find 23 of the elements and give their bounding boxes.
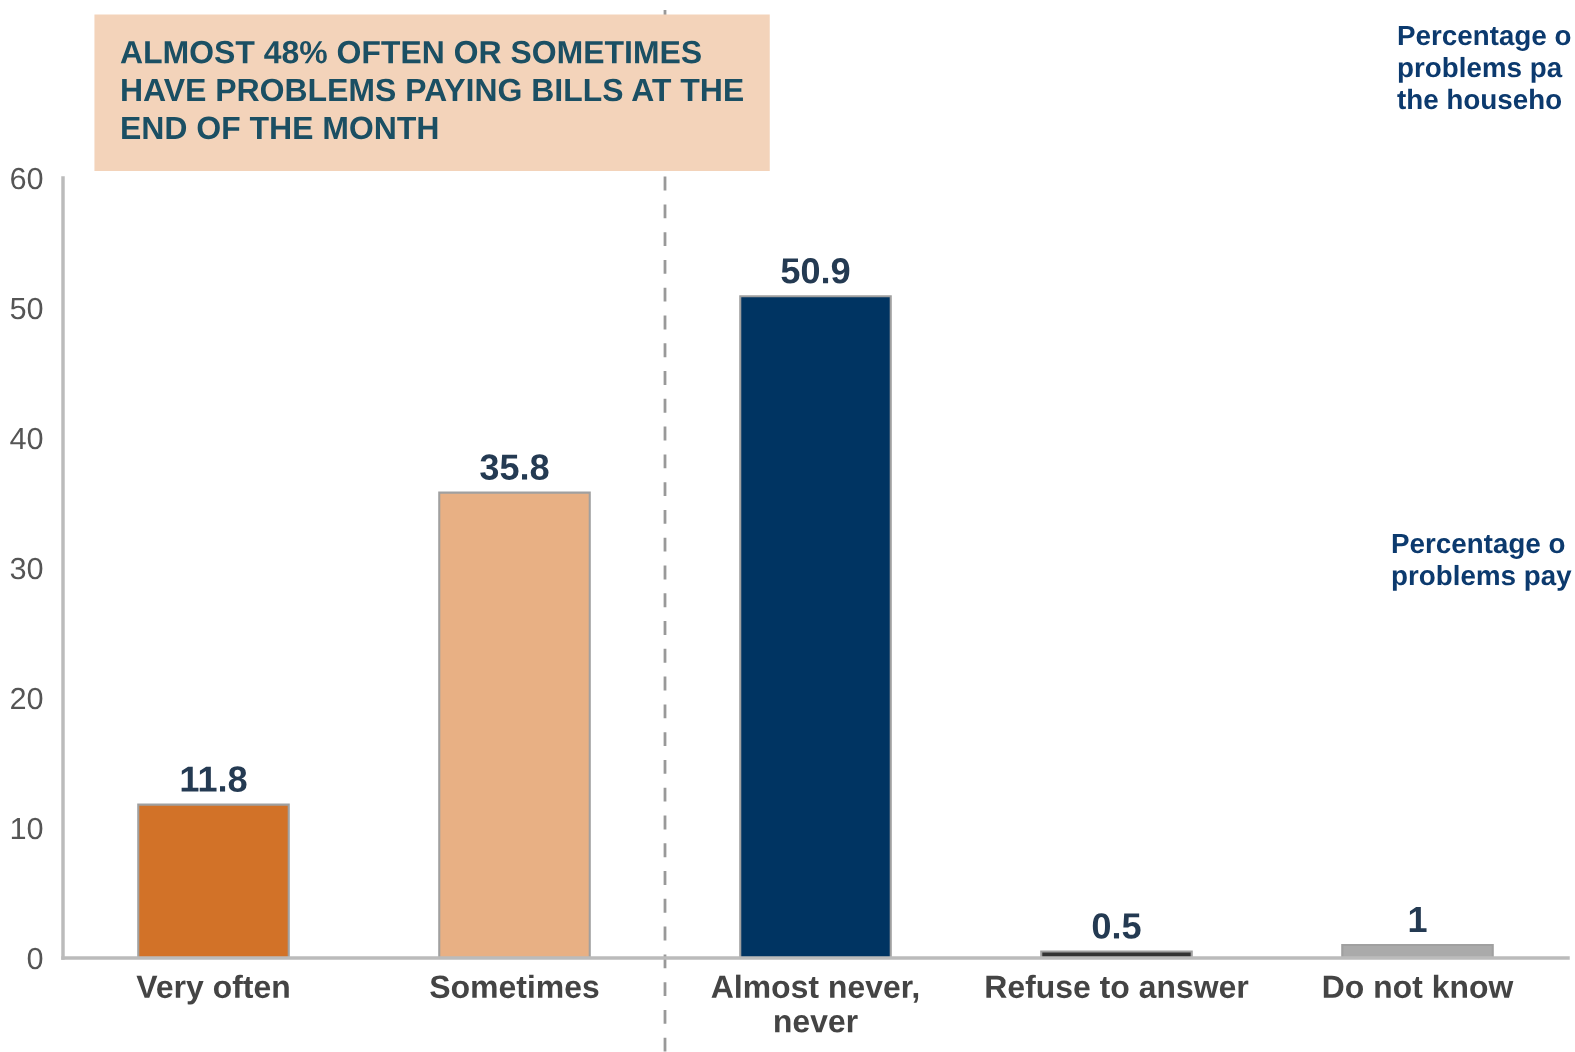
y-tick-label: 30 xyxy=(10,557,43,580)
x-tick-label: Do not know xyxy=(1323,974,1514,999)
y-tick-label: 40 xyxy=(10,427,43,450)
data-label: 1 xyxy=(1409,907,1427,932)
text: Percentage o problems pa the househo xyxy=(1397,25,1571,110)
x-tick-label: Sometimes xyxy=(430,974,599,999)
bar xyxy=(137,803,290,958)
data-label: 35.8 xyxy=(480,454,549,480)
y-tick-label: 50 xyxy=(10,297,43,320)
data-label: 0.5 xyxy=(1092,913,1141,939)
y-tick-label: 10 xyxy=(11,817,43,840)
bar xyxy=(438,491,591,958)
y-tick-label: 0 xyxy=(27,947,43,970)
data-label: 11.8 xyxy=(181,766,247,792)
chart-title: ALMOST 48% OFTEN OR SOMETIMES HAVE PROBLEMS PAYING BILLS AT THE END OF THE MONTH xyxy=(120,40,743,140)
annotation: Percentage o problems pay xyxy=(1392,533,1572,591)
y-tick-label: 20 xyxy=(11,687,43,710)
x-tick-label: Very often xyxy=(136,974,289,1005)
bar xyxy=(739,295,892,958)
y-tick-label: 60 xyxy=(11,167,43,190)
x-tick-label: Refuse to answer xyxy=(986,974,1249,999)
data-label: 50.9 xyxy=(781,258,850,284)
x-tick-label: Almost never, never xyxy=(711,974,919,1033)
